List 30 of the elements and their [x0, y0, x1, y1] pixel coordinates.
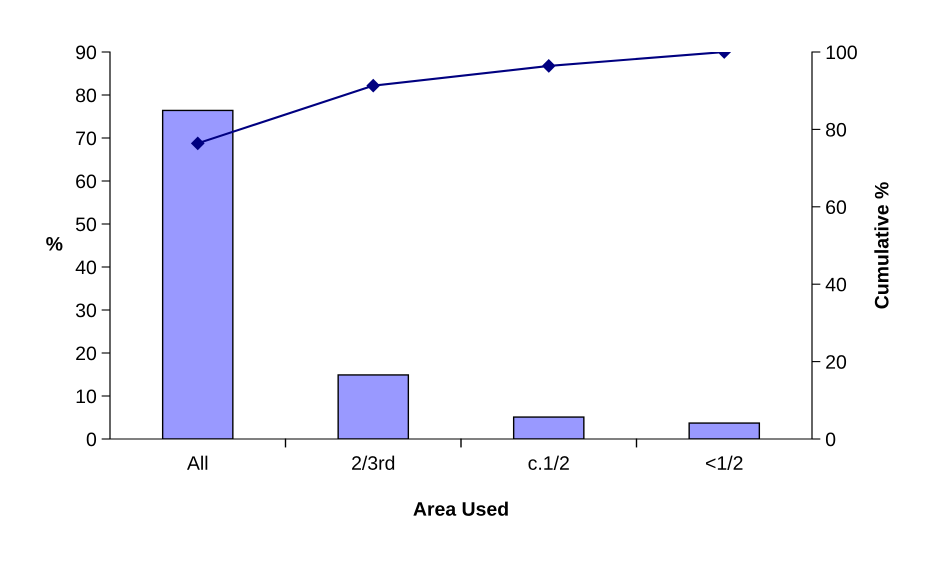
bar	[688, 422, 760, 439]
y-tick-label: 30	[76, 303, 96, 318]
bar	[512, 416, 585, 439]
y-tick-label: 70	[76, 131, 96, 146]
y2-tick-label: 100	[826, 45, 857, 60]
x-axis-title: Area Used	[413, 502, 508, 516]
y2-tick-label: 60	[826, 200, 846, 214]
y-tick-label: 40	[76, 260, 96, 274]
x-tick-label: c.1/2	[528, 456, 569, 470]
y-tick-label: 10	[76, 389, 96, 404]
y-tick-label: 0	[86, 432, 96, 446]
bar	[162, 110, 234, 439]
y-tick-label: 20	[76, 346, 96, 360]
point	[191, 136, 204, 150]
x-tick-label: <1/2	[706, 456, 742, 470]
y-tick-label: 80	[76, 88, 96, 102]
x-tick-label: 2/3rd	[352, 456, 394, 470]
y-tick-label: 60	[76, 174, 96, 188]
x-tick-label: All	[186, 456, 208, 470]
y2-axis-title: Cumulative %	[874, 182, 889, 308]
bar	[337, 374, 410, 439]
point	[366, 79, 380, 92]
y2-tick-label: 20	[826, 355, 846, 369]
y2-tick-label: 80	[826, 122, 846, 137]
point	[542, 59, 556, 73]
y-axis-title: %	[46, 237, 62, 251]
y-tick-label: 90	[76, 45, 96, 60]
y2-tick-label: 0	[826, 432, 836, 446]
y2-tick-label: 40	[826, 278, 846, 292]
y-tick-label: 50	[76, 217, 96, 232]
